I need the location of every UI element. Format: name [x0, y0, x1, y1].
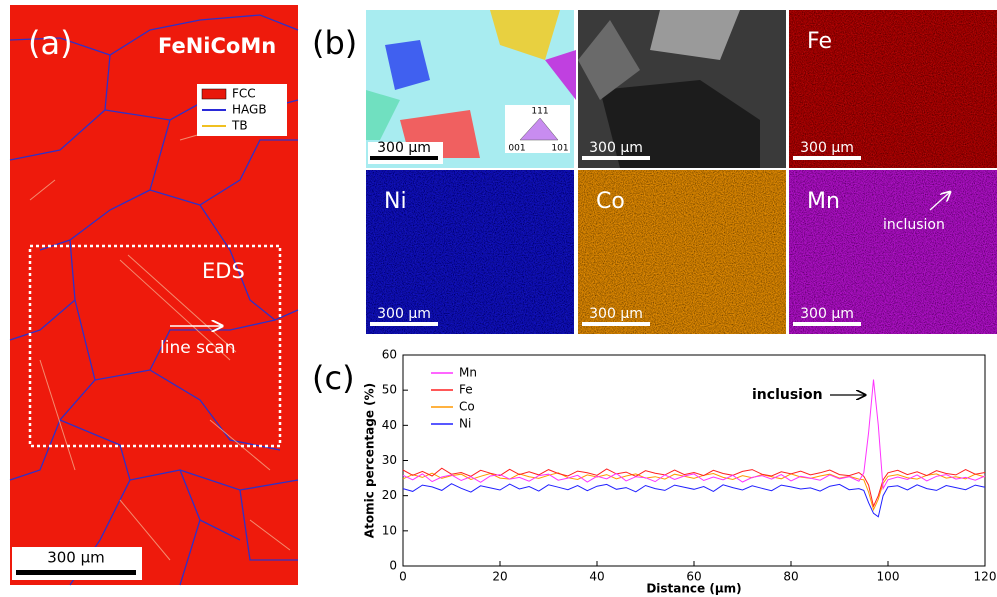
scale-bar-label: 300 µm — [47, 549, 105, 567]
x-tick-label: 120 — [974, 570, 997, 584]
grain — [545, 50, 576, 100]
series-line — [402, 483, 986, 518]
map-image — [789, 170, 997, 334]
grain — [600, 80, 760, 168]
eds-region — [28, 244, 282, 448]
legend-swatch — [201, 88, 227, 100]
y-tick-label: 40 — [382, 418, 397, 432]
scale-bar — [16, 570, 136, 575]
y-tick-label: 60 — [382, 348, 397, 362]
element-label: Mn — [807, 189, 840, 214]
map-tile: 111 001 101 300 µm — [366, 10, 576, 168]
series-line — [402, 467, 986, 508]
alloy-title: FeNiCoMn — [158, 34, 276, 58]
panel-c: (c) 0 10 20 30 40 50 60 0 20 40 60 80 100 120 Distance… — [312, 348, 996, 596]
inclusion-arrow — [929, 192, 950, 211]
x-tick-label: 100 — [877, 570, 900, 584]
x-axis-label: Distance (µm) — [646, 582, 741, 596]
element-label: Fe — [807, 29, 832, 54]
scale-bar — [582, 156, 650, 160]
y-tick-label: 50 — [382, 383, 397, 397]
grain — [385, 40, 430, 90]
x-tick-label: 80 — [783, 570, 798, 584]
panel-b: (b) 111 001 101 300 µm 300 µm Fe 300 µm Ni 300 µ… — [312, 10, 997, 334]
grain — [490, 10, 560, 60]
x-tick-label: 60 — [686, 570, 701, 584]
y-tick-label: 30 — [382, 453, 397, 467]
scale-bar — [793, 156, 861, 160]
scale-bar — [370, 322, 438, 326]
ipf-label: 001 — [508, 144, 525, 154]
scale-bar-label: 300 µm — [589, 306, 643, 322]
scale-bar-label: 300 µm — [589, 140, 643, 156]
series-line — [402, 472, 986, 512]
legend-label: Co — [459, 400, 475, 414]
legend-label: TB — [231, 119, 248, 133]
legend-label: FCC — [232, 87, 256, 101]
legend-label: Ni — [459, 417, 471, 431]
ipf-label: 101 — [551, 144, 568, 154]
grain — [578, 20, 640, 100]
map-tile: Ni 300 µm — [366, 170, 574, 334]
plot-frame — [402, 354, 986, 567]
series-line — [402, 379, 986, 491]
legend-label: HAGB — [232, 103, 267, 117]
x-tick-label: 0 — [399, 570, 407, 584]
scale-bar-label: 300 µm — [800, 140, 854, 156]
legend-label: Fe — [459, 383, 473, 397]
inclusion-label: inclusion — [883, 217, 945, 233]
panel-label: (b) — [312, 24, 357, 62]
scale-bar-label: 300 µm — [377, 306, 431, 322]
ipf-label: 111 — [531, 107, 548, 117]
scale-bar — [793, 322, 861, 326]
map-image — [789, 10, 997, 168]
annotation: inclusion — [752, 387, 823, 403]
y-tick-label: 0 — [389, 559, 397, 573]
element-label: Ni — [384, 189, 407, 214]
map-tile: 300 µm — [578, 10, 786, 168]
legend-label: Mn — [459, 366, 477, 380]
map-tile: Mn 300 µm inclusion — [789, 170, 997, 334]
y-tick-label: 20 — [382, 488, 397, 502]
panel-label: (c) — [312, 359, 355, 397]
map-image — [578, 170, 786, 334]
scale-bar — [370, 156, 438, 160]
x-tick-label: 20 — [492, 570, 507, 584]
panel-label: (a) — [28, 24, 73, 62]
element-label: Co — [596, 189, 625, 214]
scale-bar-label: 300 µm — [377, 140, 431, 156]
map-tile: Fe 300 µm — [789, 10, 997, 168]
eds-label: EDS — [202, 259, 245, 283]
line-scan-label: line scan — [160, 338, 235, 358]
scale-bar-label: 300 µm — [800, 306, 854, 322]
grain — [650, 10, 740, 60]
map-tile: Co 300 µm — [578, 170, 786, 334]
ipf-triangle — [519, 117, 559, 141]
map-image — [366, 170, 574, 334]
grain — [366, 90, 400, 140]
panel-a: (a) FeNiCoMn EDS line scan 300 µm FCC HAG… — [9, 5, 299, 586]
scale-bar — [582, 322, 650, 326]
x-tick-label: 40 — [589, 570, 604, 584]
y-axis-label: Atomic percentage (%) — [363, 383, 377, 538]
y-tick-label: 10 — [382, 523, 397, 537]
